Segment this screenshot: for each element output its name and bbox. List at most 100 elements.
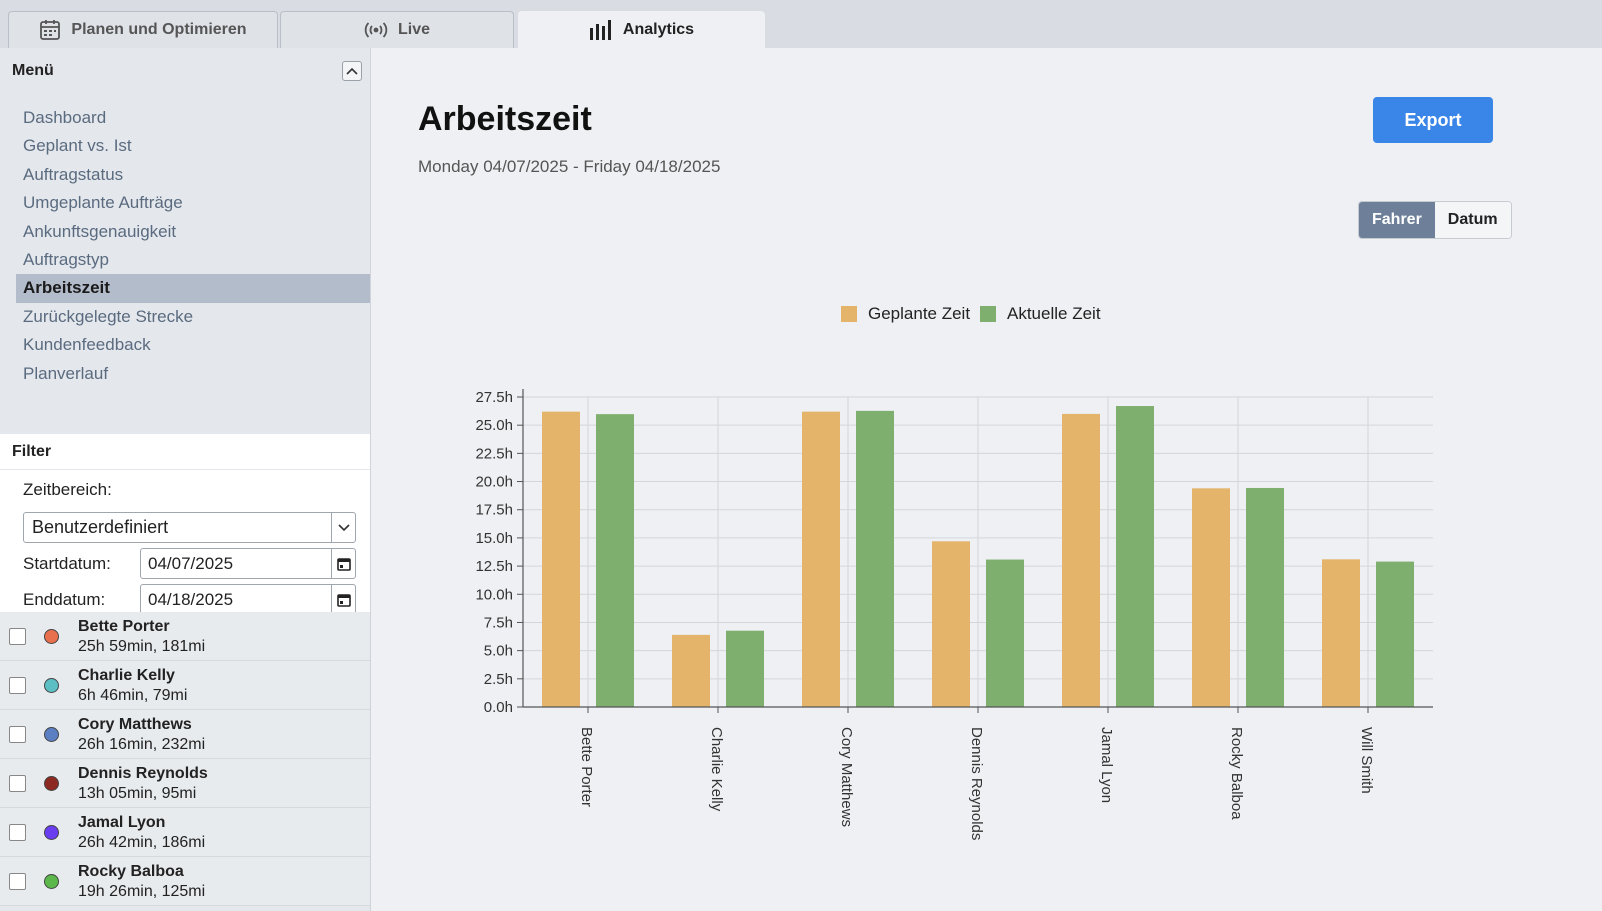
tab-label: Live (397, 21, 430, 38)
driver-row[interactable]: Rocky Balboa 19h 26min, 125mi (0, 857, 370, 906)
bar (1116, 406, 1154, 707)
working-time-chart: Geplante Zeit Aktuelle Zeit 0.0h 2.5h 5.0h 7.… (475, 304, 1433, 840)
date-range-subtitle: Monday 04/07/2025 - Friday 04/18/2025 (418, 157, 721, 176)
menu-item-umgeplante-auftraege[interactable]: Umgeplante Aufträge (23, 193, 183, 213)
y-tick-label: 0.0h (484, 699, 513, 716)
toggle-fahrer-button[interactable]: Fahrer (1359, 202, 1435, 238)
bar (1192, 488, 1230, 707)
bar (672, 634, 710, 707)
page-title: Arbeitszeit (418, 100, 592, 138)
y-tick-label: 27.5h (475, 389, 513, 406)
menu-item-kundenfeedback[interactable]: Kundenfeedback (23, 335, 151, 355)
range-value: Benutzerdefiniert (32, 517, 169, 537)
y-tick-label: 25.0h (475, 417, 513, 434)
bar-chart-icon (589, 20, 613, 40)
driver-row[interactable]: Cory Matthews 26h 16min, 232mi (0, 710, 370, 759)
calendar-picker-icon[interactable] (331, 585, 355, 614)
menu-title: Menü (12, 62, 54, 79)
start-label: Startdatum: (23, 554, 111, 573)
driver-row[interactable]: Dennis Reynolds 13h 05min, 95mi (0, 759, 370, 808)
menu-item-auftragstyp[interactable]: Auftragstyp (23, 249, 109, 269)
menu-item-arbeitszeit[interactable]: Arbeitszeit (16, 274, 370, 303)
collapse-button[interactable] (342, 61, 362, 81)
driver-checkbox[interactable] (9, 677, 26, 694)
bar (856, 410, 894, 707)
legend-label: Aktuelle Zeit (1007, 304, 1101, 323)
driver-name: Charlie Kelly (78, 667, 175, 684)
driver-stats: 26h 16min, 232mi (78, 736, 206, 753)
bar (1062, 413, 1100, 707)
filter-title: Filter (0, 434, 370, 470)
driver-checkbox[interactable] (9, 726, 26, 743)
driver-name: Dennis Reynolds (78, 765, 208, 782)
driver-color-dot (44, 678, 59, 693)
x-tick-label: Cory Matthews (838, 727, 855, 827)
y-tick-label: 10.0h (475, 586, 513, 603)
driver-color-dot (44, 629, 59, 644)
bar (596, 414, 634, 707)
driver-checkbox[interactable] (9, 824, 26, 841)
driver-list: Bette Porter 25h 59min, 181mi Charlie Ke… (0, 612, 370, 906)
y-tick-label: 22.5h (475, 445, 513, 462)
y-tick-label: 15.0h (475, 530, 513, 547)
driver-checkbox[interactable] (9, 775, 26, 792)
driver-color-dot (44, 874, 59, 889)
y-tick-label: 12.5h (475, 558, 513, 575)
driver-color-dot (44, 825, 59, 840)
driver-name: Cory Matthews (78, 716, 192, 733)
legend-swatch (980, 306, 996, 322)
calendar-icon (39, 19, 61, 41)
driver-row[interactable]: Jamal Lyon 26h 42min, 186mi (0, 808, 370, 857)
sidebar: Menü Dashboard Geplant vs. Ist Auftragst… (0, 48, 371, 911)
tab-label: Analytics (622, 21, 695, 38)
toggle-datum-button[interactable]: Datum (1434, 202, 1511, 238)
bar (1376, 561, 1414, 707)
menu-item-geplant-vs-ist[interactable]: Geplant vs. Ist (23, 136, 132, 156)
driver-name: Jamal Lyon (78, 814, 166, 831)
tab-analytics[interactable]: Analytics (518, 11, 765, 48)
legend-label: Geplante Zeit (868, 304, 970, 323)
end-date-input[interactable]: 04/18/2025 (140, 584, 356, 615)
x-tick-label: Charlie Kelly (708, 727, 725, 812)
driver-row[interactable]: Charlie Kelly 6h 46min, 79mi (0, 661, 370, 710)
end-date-value: 04/18/2025 (148, 590, 234, 609)
y-tick-label: 7.5h (484, 614, 513, 631)
view-toggle: Fahrer Datum (1358, 201, 1512, 239)
driver-name: Rocky Balboa (78, 863, 184, 880)
tab-bar: Planen und Optimieren Live Analytics (0, 0, 1602, 48)
menu-item-dashboard[interactable]: Dashboard (23, 108, 107, 127)
legend-swatch (841, 306, 857, 322)
x-tick-label: Will Smith (1358, 727, 1375, 794)
x-tick-label: Jamal Lyon (1098, 727, 1115, 803)
range-select[interactable]: Benutzerdefiniert (23, 512, 356, 543)
driver-checkbox[interactable] (9, 873, 26, 890)
start-date-input[interactable]: 04/07/2025 (140, 548, 356, 579)
menu-item-planverlauf[interactable]: Planverlauf (23, 363, 109, 383)
x-tick-label: Rocky Balboa (1228, 727, 1245, 820)
driver-stats: 6h 46min, 79mi (78, 687, 188, 704)
calendar-picker-icon[interactable] (331, 549, 355, 578)
filter-panel: Filter Zeitbereich: Benutzerdefiniert St… (0, 434, 370, 615)
driver-stats: 25h 59min, 181mi (78, 638, 206, 655)
chevron-up-icon (346, 67, 358, 75)
x-tick-label: Dennis Reynolds (968, 727, 985, 840)
tab-planen[interactable]: Planen und Optimieren (8, 11, 278, 48)
driver-stats: 13h 05min, 95mi (78, 785, 197, 802)
export-button[interactable]: Export (1373, 97, 1493, 143)
menu-item-strecke[interactable]: Zurückgelegte Strecke (23, 306, 194, 326)
driver-color-dot (44, 727, 59, 742)
driver-row[interactable]: Bette Porter 25h 59min, 181mi (0, 612, 370, 661)
end-label: Enddatum: (23, 590, 106, 609)
chevron-down-icon (331, 513, 355, 542)
driver-color-dot (44, 776, 59, 791)
bar (1322, 559, 1360, 707)
tab-live[interactable]: Live (280, 11, 514, 48)
menu-item-auftragstatus[interactable]: Auftragstatus (23, 164, 124, 184)
bar (932, 541, 970, 707)
menu-item-ankunftsgenauigkeit[interactable]: Ankunftsgenauigkeit (23, 221, 177, 241)
bar (726, 630, 764, 707)
driver-stats: 19h 26min, 125mi (78, 883, 206, 900)
y-tick-label: 17.5h (475, 502, 513, 519)
driver-name: Bette Porter (78, 618, 170, 635)
driver-checkbox[interactable] (9, 628, 26, 645)
